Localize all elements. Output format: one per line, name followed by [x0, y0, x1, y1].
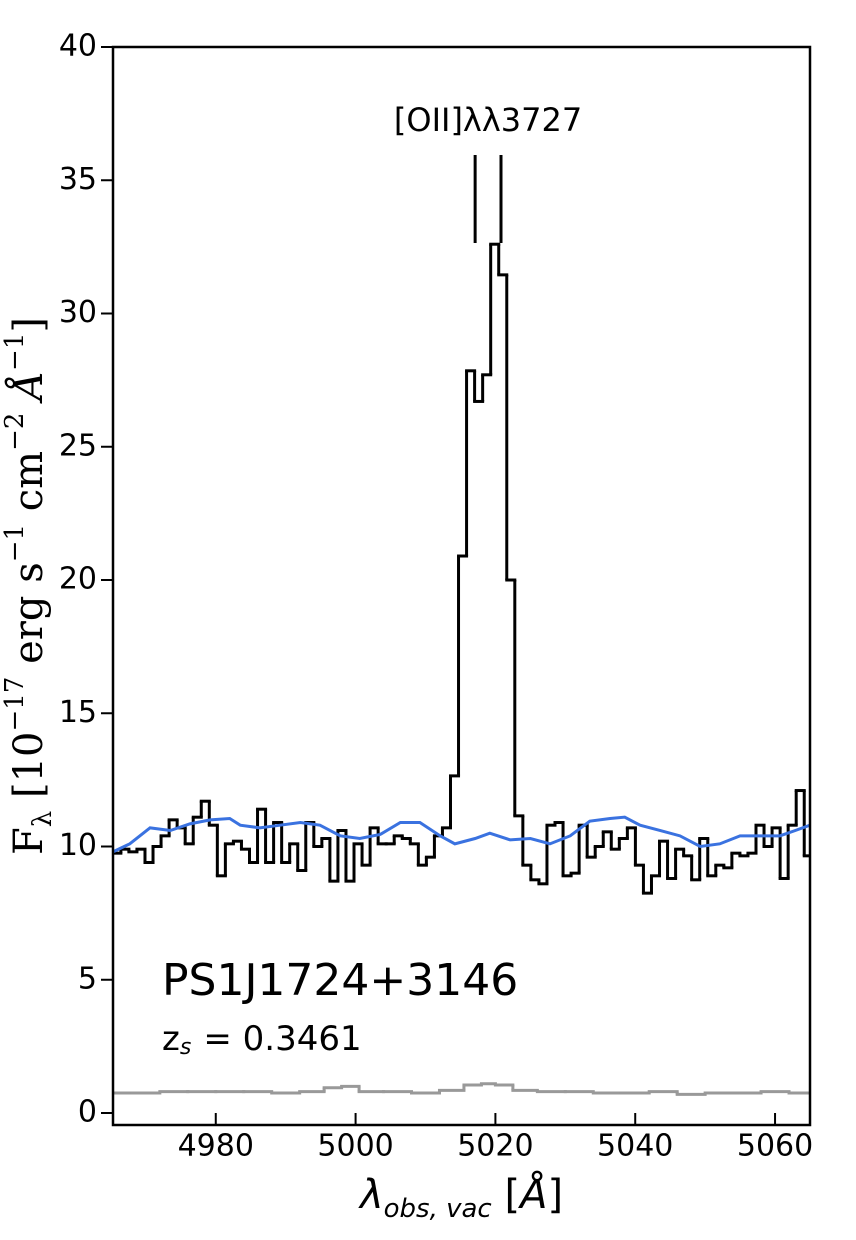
- y-tick-label: 30: [59, 295, 97, 330]
- axis-label-part: [10: [6, 732, 52, 811]
- axis-label-part: λ: [28, 811, 58, 827]
- axis-label-part: erg s: [6, 562, 52, 676]
- x-tick-label: 5060: [737, 1129, 813, 1164]
- y-tick-label: 35: [59, 162, 97, 197]
- axis-label-part: ]: [547, 1172, 563, 1218]
- x-axis-label: λobs, vac [Å]: [358, 1170, 563, 1224]
- axis-label-part: λ: [358, 1172, 384, 1218]
- x-tick-label: 5040: [597, 1129, 673, 1164]
- x-tick-label: 5000: [317, 1129, 393, 1164]
- plot-area: [113, 242, 810, 1096]
- axis-label-part: F: [6, 827, 52, 855]
- redshift-symbol: z: [162, 1019, 180, 1059]
- axis-label-part: −1: [0, 524, 30, 562]
- line-marker-label: [OII]λλ3727: [394, 101, 582, 139]
- axis-label-part: −17: [0, 677, 30, 732]
- y-tick-label: 40: [59, 29, 97, 64]
- y-tick-label: 5: [78, 961, 97, 996]
- y-tick-label: 0: [78, 1095, 97, 1130]
- y-tick-label: 25: [59, 428, 97, 463]
- axes-frame: [111, 45, 812, 1127]
- axis-label-part: −1: [0, 333, 30, 371]
- y-axis-label: Fλ [10−17 erg s−1 cm−2 Å−1]: [0, 317, 58, 855]
- redshift-subscript: s: [180, 1035, 191, 1060]
- axis-label-part: cm: [6, 451, 52, 524]
- x-tick-label: 4980: [178, 1129, 254, 1164]
- axis-label-part: Å: [517, 1170, 547, 1218]
- y-tick-label: 10: [59, 828, 97, 863]
- axis-label-part: [: [492, 1172, 520, 1218]
- model-line: [113, 815, 810, 854]
- redshift-label: zs = 0.3461: [162, 1019, 362, 1061]
- redshift-value: = 0.3461: [203, 1019, 361, 1059]
- object-name: PS1J1724+3146: [162, 955, 518, 1006]
- y-tick-label: 20: [59, 562, 97, 597]
- axis-label-part: obs, vac: [384, 1194, 492, 1224]
- x-tick-label: 5020: [457, 1129, 533, 1164]
- axis-label-part: −2: [0, 413, 30, 451]
- axis-label-part: ]: [6, 317, 52, 333]
- y-tick-label: 15: [59, 695, 97, 730]
- axis-label-part: Å: [5, 371, 52, 413]
